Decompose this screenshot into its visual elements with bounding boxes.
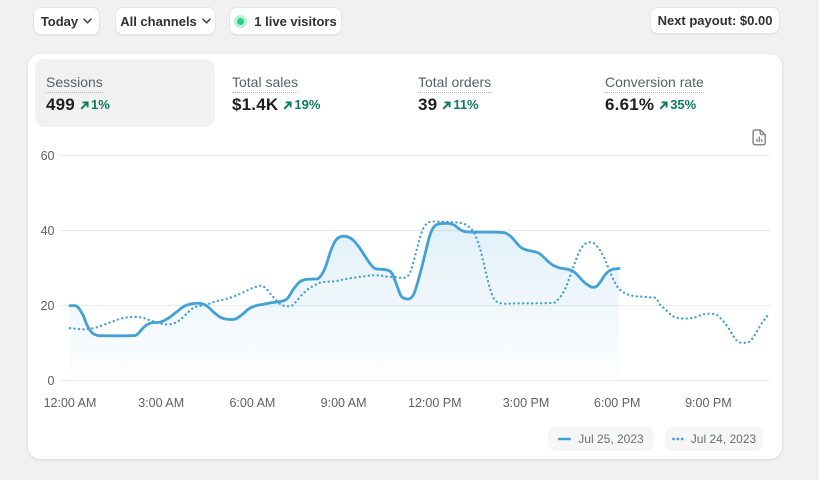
svg-text:0: 0 — [48, 374, 55, 388]
svg-text:20: 20 — [41, 299, 55, 313]
svg-text:3:00 AM: 3:00 AM — [138, 396, 184, 410]
svg-text:9:00 PM: 9:00 PM — [685, 396, 732, 410]
svg-text:6:00 PM: 6:00 PM — [594, 396, 641, 410]
svg-text:9:00 AM: 9:00 AM — [321, 396, 367, 410]
svg-text:6:00 AM: 6:00 AM — [229, 396, 275, 410]
svg-text:3:00 PM: 3:00 PM — [503, 396, 550, 410]
svg-text:40: 40 — [41, 224, 55, 238]
svg-text:60: 60 — [41, 149, 55, 163]
svg-text:12:00 AM: 12:00 AM — [44, 396, 97, 410]
svg-text:12:00 PM: 12:00 PM — [408, 396, 462, 410]
